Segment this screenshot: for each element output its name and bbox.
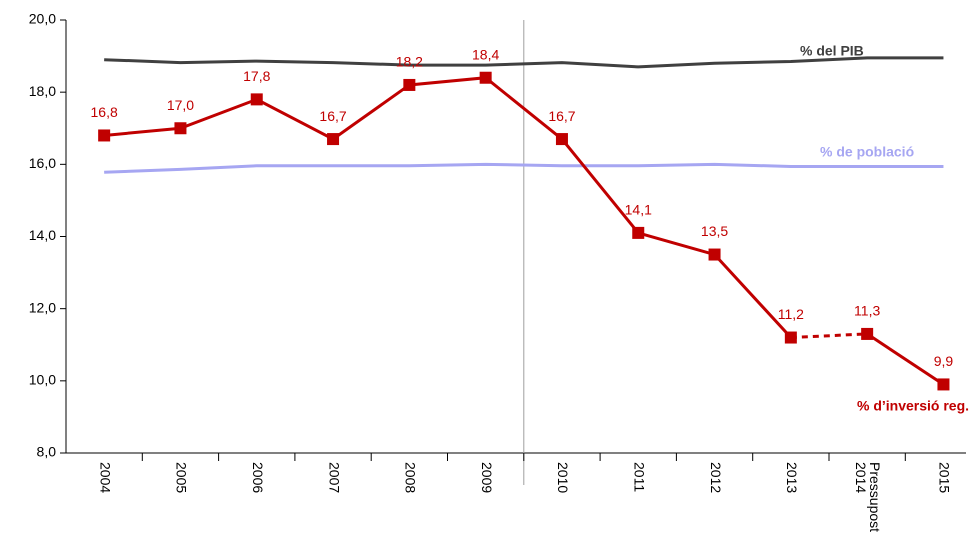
data-label: 11,3: [854, 303, 880, 319]
data-label: 16,7: [319, 108, 346, 124]
y-tick-label: 14,0: [29, 227, 56, 243]
x-tick-label-line: Pressupost: [867, 462, 883, 532]
x-tick-label: 2013: [784, 462, 800, 493]
series-label: % de població: [820, 144, 914, 160]
marker: [98, 129, 111, 142]
y-tick-label: 12,0: [29, 299, 56, 315]
data-label: 9,9: [934, 353, 954, 369]
x-tick-label: 2009: [479, 462, 495, 493]
data-label: 18,4: [472, 46, 499, 62]
data-label: 14,1: [625, 202, 652, 218]
data-label: 17,0: [167, 97, 194, 113]
series-label: % del PIB: [800, 43, 864, 59]
data-label: 11,2: [778, 306, 804, 322]
x-tick-label: Pressupost2014: [853, 462, 883, 532]
series-line: [104, 56, 944, 69]
marker: [784, 331, 797, 344]
x-tick-label: 2004: [97, 462, 113, 493]
series-label: % d’inversió reg.: [857, 398, 969, 414]
marker: [250, 93, 263, 106]
x-tick-label: 2007: [326, 462, 342, 493]
series-line: [866, 332, 945, 386]
marker: [479, 71, 492, 84]
x-tick-label-line: 2014: [853, 462, 869, 493]
y-tick-label: 20,0: [29, 11, 56, 27]
x-tick-label: 2008: [403, 462, 419, 493]
data-label: 13,5: [701, 223, 728, 239]
marker: [174, 122, 187, 135]
y-tick-label: 10,0: [29, 372, 56, 388]
marker: [708, 248, 721, 261]
x-tick-label: 2012: [708, 462, 724, 493]
series-line: [104, 162, 944, 174]
y-tick-label: 18,0: [29, 83, 56, 99]
series-line-dashed: [790, 332, 868, 340]
marker: [861, 327, 874, 340]
y-tick-label: 16,0: [29, 155, 56, 171]
x-tick-label: 2011: [632, 462, 648, 492]
marker: [937, 378, 950, 391]
marker: [555, 133, 568, 146]
y-tick-label: 8,0: [37, 444, 57, 460]
x-tick-label: 2010: [555, 462, 571, 493]
series-line: [104, 76, 792, 339]
marker: [403, 78, 416, 91]
marker: [632, 226, 645, 239]
marker: [327, 133, 340, 146]
x-tick-label: 2015: [937, 462, 953, 493]
data-label: 17,8: [243, 68, 270, 84]
x-tick-label: 2006: [250, 462, 266, 493]
x-tick-label: 2005: [174, 462, 190, 493]
data-label: 18,2: [396, 54, 423, 70]
data-label: 16,8: [91, 104, 118, 120]
data-label: 16,7: [548, 108, 575, 124]
